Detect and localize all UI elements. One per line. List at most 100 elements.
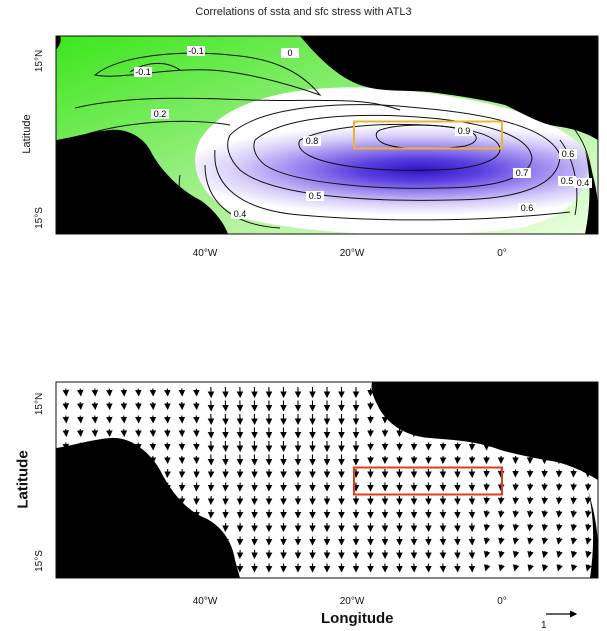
atl3-region-box [353, 120, 503, 150]
stress-vector-arrow [556, 564, 563, 572]
stress-vector-arrow [527, 510, 534, 518]
contour-label: 0.6 [521, 203, 534, 213]
contour-label: 0.9 [458, 126, 471, 136]
contour-label: 0.8 [306, 136, 319, 146]
stress-vector-arrow [483, 550, 491, 559]
stress-vector-arrow [483, 510, 491, 518]
stress-vector-arrow [526, 496, 534, 505]
contour-label: 0.2 [154, 109, 167, 119]
positive-correlation-region [195, 87, 588, 234]
stress-vector-arrow [120, 402, 128, 411]
bottom-plot-frame [55, 381, 599, 579]
contour-label-bg [134, 67, 152, 77]
stress-vector-arrow [541, 537, 549, 545]
stress-vector-arrow [512, 510, 520, 518]
bottom-x-axis-label: Longitude [321, 610, 394, 627]
stress-vector-arrow [62, 388, 70, 397]
bottom-y-axis-label: Latitude [14, 450, 32, 509]
stress-vector-arrow [541, 550, 549, 559]
stress-vector-arrow [498, 537, 505, 545]
stress-vector-arrow [541, 523, 549, 532]
top-plot-frame [55, 35, 599, 235]
stress-vector-arrow [556, 510, 563, 518]
stress-vector-arrow [164, 469, 171, 479]
contour-label: 0.7 [516, 168, 529, 178]
stress-vector-arrow [512, 537, 520, 545]
bottom-y-tick-labels: 15°N 15°S [34, 393, 45, 572]
contour-label-bg [187, 46, 205, 56]
contour-label-bg [518, 203, 536, 213]
y-tick-label: 15°N [34, 50, 45, 72]
stress-vector-arrow [91, 402, 99, 411]
atl3-region-box-bottom [353, 466, 503, 496]
contour-label: -0.1 [188, 46, 204, 56]
stress-vector-arrow [570, 564, 578, 572]
stress-vector-arrow [498, 510, 505, 518]
y-tick-label: 15°S [34, 550, 45, 572]
stress-vector-arrow [585, 510, 592, 518]
reference-vector-label: 1 [541, 620, 547, 631]
contour-label-group: -0.1-0.100.20.80.90.70.60.50.40.60.5 0.4 [134, 46, 592, 219]
stress-vector-arrow [512, 564, 520, 572]
stress-vector-arrow [106, 429, 113, 438]
stress-vector-arrow [570, 523, 578, 532]
stress-vector-arrow [120, 388, 128, 397]
africa-land-top [300, 36, 598, 140]
stress-vector-arrow [62, 415, 70, 424]
contour-label-bg [455, 126, 473, 136]
y-tick-label: 15°S [34, 207, 45, 229]
chart-title: Correlations of ssta and sfc stress with… [195, 6, 412, 18]
x-tick-label: 0° [497, 248, 507, 259]
stress-vector-arrow [62, 429, 70, 438]
x-tick-label: 40°W [193, 596, 218, 607]
stress-vector-arrow [483, 537, 491, 545]
stress-vector-arrow [541, 510, 549, 518]
contour-label-bg [281, 48, 299, 58]
stress-vector-arrow [584, 496, 592, 505]
stress-vector-arrow [498, 564, 505, 572]
stress-vector-arrow [527, 537, 534, 545]
south-america-land [56, 129, 228, 234]
stress-vector-arrow [570, 496, 577, 505]
south-america-land-bottom [56, 437, 240, 578]
stress-vector-arrow [483, 564, 491, 572]
stress-vector-arrow [483, 496, 490, 505]
contour-label-bg [574, 178, 592, 188]
correlation-contour-plot: -0.1-0.100.20.80.90.70.60.50.40.60.5 0.4 … [34, 35, 599, 259]
stress-vector-arrow [585, 564, 592, 572]
contour-lines [69, 52, 594, 233]
contour-label-bg [231, 209, 249, 219]
x-tick-label: 40°W [193, 248, 218, 259]
stress-vector-arrow [91, 415, 99, 424]
contour-label-bg [513, 168, 531, 178]
stress-vector-arrow [512, 496, 519, 505]
contour-label: 0 [287, 48, 292, 58]
stress-vector-arrow [120, 429, 128, 438]
stress-vector-arrow [498, 550, 505, 559]
bottom-x-tick-labels: 40°W 20°W 0° [193, 596, 507, 607]
stress-vector-arrow [483, 523, 491, 532]
contour-label-bg [303, 136, 321, 146]
stress-vector-arrow [106, 388, 113, 397]
stress-vector-arrow [556, 550, 563, 559]
contour-label: -0.1 [135, 67, 151, 77]
stress-vector-arrow [62, 402, 70, 411]
contour-label: 0.5 [309, 191, 322, 201]
stress-vector-arrow [585, 523, 592, 532]
stress-vector-arrow [555, 496, 563, 505]
contour-label-bg [558, 176, 576, 186]
contour-label: 0.6 [562, 149, 575, 159]
contour-label-bg [151, 109, 169, 119]
stress-vector-arrow [497, 496, 505, 505]
contour-label: 0.4 [577, 178, 590, 188]
contour-label: 0.4 [234, 209, 247, 219]
stress-vector-arrow [106, 415, 113, 424]
x-tick-label: 20°W [340, 596, 365, 607]
x-tick-label: 20°W [340, 248, 365, 259]
stress-vector-arrow [120, 415, 128, 424]
x-tick-label: 0° [497, 596, 507, 607]
stress-vector-arrow [527, 564, 534, 572]
stress-vector-arrow [106, 402, 113, 411]
stress-vector-arrow [585, 550, 592, 559]
